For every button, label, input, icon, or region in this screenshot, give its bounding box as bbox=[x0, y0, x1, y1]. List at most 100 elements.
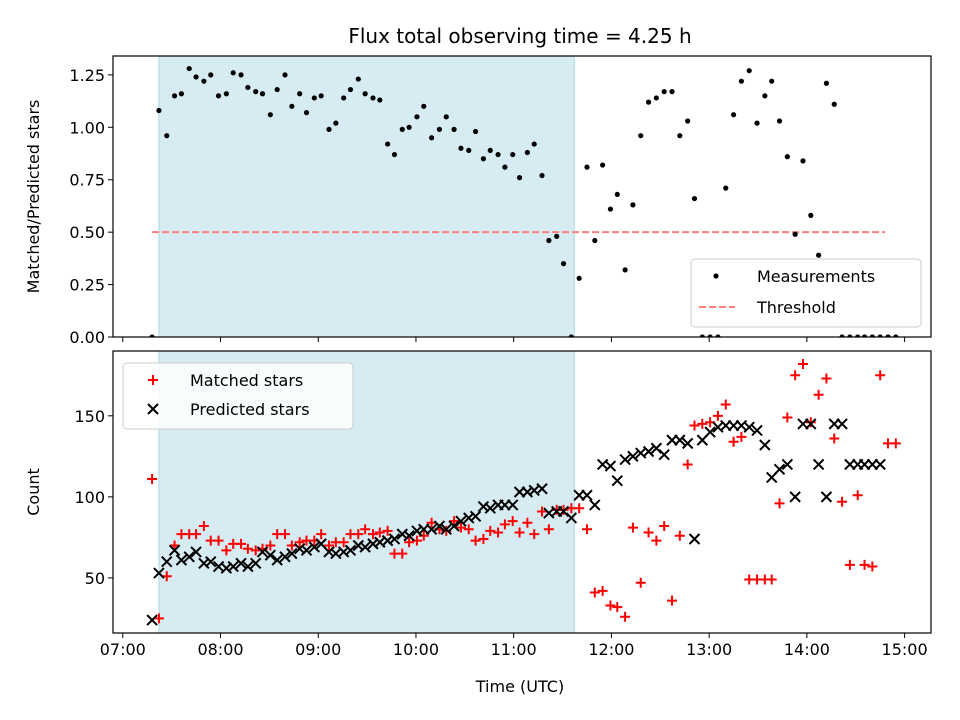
y-axis-label: Count bbox=[24, 468, 43, 516]
y-tick-label: 0.50 bbox=[69, 223, 105, 242]
predicted-star-point bbox=[688, 533, 701, 545]
predicted-star-point bbox=[161, 555, 173, 568]
predicted-star-point bbox=[536, 483, 548, 495]
predicted-star-point bbox=[477, 500, 490, 513]
predicted-star-point bbox=[323, 546, 335, 558]
measurement-point bbox=[370, 95, 376, 101]
predicted-star-point bbox=[220, 562, 233, 574]
axes-frame bbox=[112, 350, 932, 634]
predicted-star-point bbox=[674, 434, 686, 446]
matched-star-point bbox=[712, 410, 723, 421]
measurement-point bbox=[311, 95, 317, 101]
measurement-point bbox=[245, 84, 251, 91]
matched-star-point bbox=[522, 517, 533, 528]
measurement-point bbox=[861, 334, 868, 337]
predicted-star-point bbox=[403, 530, 415, 542]
matched-star-point bbox=[605, 600, 616, 611]
matched-star-point bbox=[612, 602, 623, 613]
measurement-point bbox=[502, 164, 508, 170]
measurement-point bbox=[171, 93, 178, 99]
measurement-point bbox=[451, 126, 457, 132]
matched-star-point bbox=[250, 545, 261, 556]
x-tick-label: 08:00 bbox=[197, 640, 243, 659]
predicted-star-point bbox=[627, 450, 639, 463]
predicted-star-point bbox=[300, 544, 313, 557]
predicted-star-point bbox=[227, 560, 239, 573]
measurement-point bbox=[800, 158, 806, 164]
x-tick-label: 07:00 bbox=[100, 640, 146, 659]
matched-star-point bbox=[485, 525, 496, 536]
axes-frame bbox=[112, 55, 932, 338]
measurement-point bbox=[347, 86, 354, 93]
predicted-star-point bbox=[448, 520, 460, 532]
matched-star-point bbox=[558, 504, 569, 515]
matched-star-point bbox=[514, 527, 525, 538]
measurement-point bbox=[466, 147, 472, 153]
measurement-point bbox=[208, 72, 214, 78]
measurement-point bbox=[178, 91, 185, 97]
measurement-point bbox=[341, 95, 347, 101]
measurement-point bbox=[318, 93, 324, 99]
measurement-point bbox=[685, 118, 691, 124]
measurement-point bbox=[776, 118, 783, 124]
matched-star-point bbox=[766, 574, 777, 585]
predicted-star-point bbox=[658, 449, 670, 461]
predicted-star-point bbox=[704, 426, 716, 438]
measurement-point bbox=[164, 133, 170, 139]
predicted-star-point bbox=[469, 510, 482, 523]
measurement-point bbox=[661, 89, 667, 95]
measurement-point bbox=[855, 334, 861, 337]
measurement-point bbox=[691, 195, 698, 202]
predicted-star-point bbox=[381, 534, 394, 547]
measurement-point bbox=[436, 126, 443, 132]
matched-star-point bbox=[597, 585, 608, 596]
predicted-star-point bbox=[440, 523, 452, 535]
matched-star-point bbox=[236, 538, 247, 549]
predicted-star-point bbox=[367, 538, 379, 550]
chart-title: Flux total observing time = 4.25 h bbox=[348, 24, 691, 48]
matched-star-point bbox=[529, 529, 540, 540]
predicted-star-point bbox=[264, 549, 277, 561]
measurement-point bbox=[289, 103, 295, 109]
matched-star-point bbox=[280, 529, 291, 540]
matched-star-point bbox=[643, 527, 654, 538]
matched-star-point bbox=[581, 524, 592, 535]
predicted-star-point bbox=[611, 474, 623, 487]
y-axis-label: Matched/Predicted stars bbox=[24, 100, 43, 294]
predicted-star-point bbox=[175, 554, 188, 566]
predicted-star-point bbox=[396, 528, 408, 540]
predicted-star-point bbox=[433, 520, 446, 532]
matched-star-point bbox=[198, 521, 209, 532]
matched-star-point bbox=[543, 524, 554, 535]
legend-label-measurements: Measurements bbox=[757, 267, 875, 286]
measurement-point bbox=[638, 133, 644, 139]
matched-star-point bbox=[859, 559, 870, 570]
matched-star-point bbox=[360, 524, 371, 535]
predicted-star-point bbox=[388, 533, 401, 545]
matched-star-point bbox=[507, 516, 518, 527]
matched-star-point bbox=[852, 490, 863, 501]
x-tick-label: 12:00 bbox=[588, 640, 634, 659]
measurement-point bbox=[792, 231, 798, 237]
matched-star-point bbox=[736, 431, 747, 442]
matched-star-point bbox=[537, 506, 548, 517]
predicted-star-point bbox=[279, 551, 291, 563]
predicted-star-point bbox=[463, 512, 475, 524]
matched-star-point bbox=[478, 534, 489, 544]
predicted-star-point bbox=[337, 546, 350, 558]
measurement-point bbox=[428, 135, 435, 141]
x-tick-label: 13:00 bbox=[686, 640, 732, 659]
measurement-point bbox=[877, 334, 883, 337]
measurement-point bbox=[808, 212, 814, 218]
matched-star-point bbox=[659, 521, 670, 532]
y-tick-label: 0.00 bbox=[69, 328, 105, 347]
matched-star-point bbox=[844, 559, 855, 570]
measurement-point bbox=[576, 275, 582, 281]
measurement-point bbox=[443, 114, 449, 120]
matched-star-point bbox=[221, 545, 232, 556]
measurement-point bbox=[377, 97, 383, 103]
measurement-point bbox=[568, 334, 574, 337]
predicted-star-point bbox=[642, 445, 655, 458]
matched-star-point bbox=[574, 503, 585, 514]
